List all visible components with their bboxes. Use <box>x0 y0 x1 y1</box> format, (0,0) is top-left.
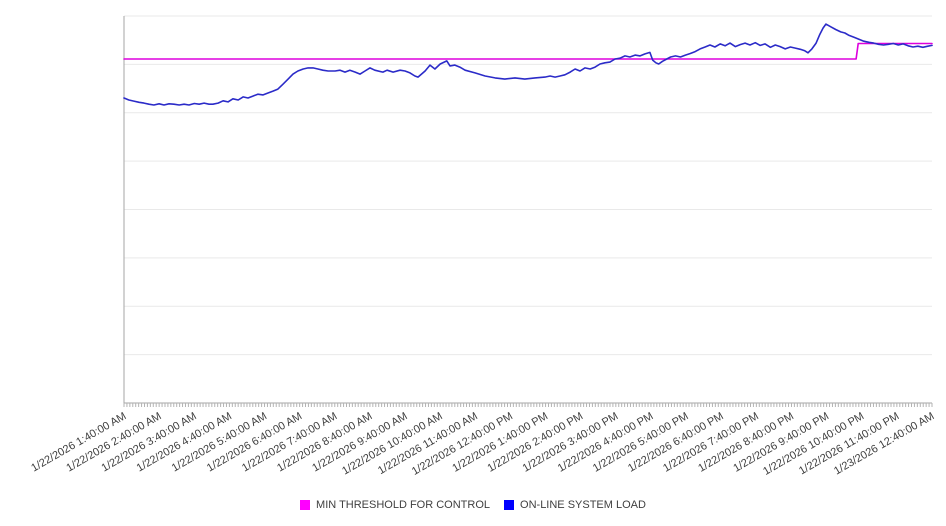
legend-swatch-system-load-icon <box>504 500 515 510</box>
chart-svg: 1/22/2026 1:40:00 AM1/22/2026 2:40:00 AM… <box>29 15 937 478</box>
chart-legend: MIN THRESHOLD FOR CONTROL ON-LINE SYSTEM… <box>0 497 946 513</box>
legend-label-system-load: ON-LINE SYSTEM LOAD <box>520 499 646 511</box>
legend-swatch-min-threshold-icon <box>300 500 311 510</box>
series-line-on-line-system-load <box>123 23 933 106</box>
legend-item-min-threshold-for-control: MIN THRESHOLD FOR CONTROL <box>300 499 490 511</box>
series-line-min-threshold-for-control <box>123 42 933 60</box>
legend-label-min-threshold: MIN THRESHOLD FOR CONTROL <box>316 499 491 511</box>
legend-item-on-line-system-load: ON-LINE SYSTEM LOAD <box>504 499 646 511</box>
